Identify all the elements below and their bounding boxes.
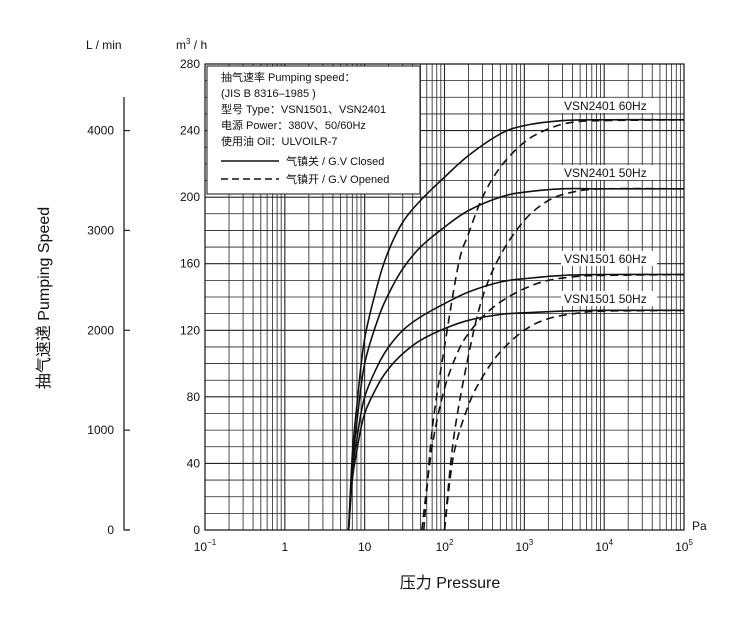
y-tick-label: 0 (193, 523, 200, 537)
series-line-vsn2401-60hz-gv-opened (423, 119, 685, 531)
y-axis-unit: m3 / h (176, 37, 207, 52)
y-tick-label: 40 (187, 456, 201, 470)
x-tick-label: 102 (436, 538, 454, 554)
curve-label-vsn1501-50hz: VSN1501 50Hz (564, 292, 647, 306)
secondary-y-tick-label: 1000 (87, 423, 114, 437)
y-tick-label: 80 (187, 390, 201, 404)
x-tick-label: 105 (675, 538, 693, 554)
series-line-vsn2401-50hz-gv-opened (443, 187, 685, 531)
secondary-y-tick-label: 3000 (87, 223, 114, 237)
x-tick-label: 1 (281, 540, 288, 554)
x-tick-label: 104 (595, 538, 613, 554)
series (347, 118, 685, 531)
series-line-vsn1501-60hz-gv-opened (421, 273, 685, 531)
curve-label-vsn2401-60hz: VSN2401 60Hz (564, 99, 647, 113)
series-line-vsn1501-50hz-gv-opened (443, 309, 685, 531)
y-tick-label: 280 (180, 57, 200, 71)
legend-opened-label: 气镇开 / G.V Opened (286, 172, 389, 186)
x-tick-label: 10−1 (194, 538, 217, 554)
secondary-y-tick-label: 0 (107, 523, 114, 537)
legend-line-2: (JIS B 8316–1985 ) (221, 88, 316, 100)
legend: 抽气速率 Pumping speed： (JIS B 8316–1985 ) 型… (206, 65, 421, 195)
y-tick-label: 200 (180, 190, 200, 204)
legend-closed-label: 气镇关 / G.V Closed (286, 154, 384, 168)
curve-label-vsn1501-60hz: VSN1501 60Hz (564, 252, 647, 266)
series-line-vsn1501-50hz-gv-closed (347, 309, 685, 531)
y-axis-label: 抽气速递 Pumping Speed (35, 207, 53, 389)
x-axis-label: 压力 Pressure (400, 574, 501, 592)
legend-background (206, 65, 421, 195)
secondary-y-tick-label: 2000 (87, 323, 114, 337)
legend-line-1: 抽气速率 Pumping speed： (221, 70, 356, 84)
y-tick-label: 160 (180, 257, 200, 271)
secondary-y-axis-unit: L / min (86, 38, 122, 52)
y-tick-label: 240 (180, 124, 200, 138)
curve-labels: VSN2401 60Hz VSN2401 50Hz VSN1501 60Hz V… (561, 98, 657, 306)
x-axis-unit: Pa (692, 519, 707, 533)
curve-label-vsn2401-50hz: VSN2401 50Hz (564, 166, 647, 180)
legend-line-5: 使用油 Oil：ULVOILR-7 (221, 134, 338, 148)
x-axis-ticks: 10−1 1 10 102 103 104 105 (194, 538, 694, 554)
secondary-y-tick-label: 4000 (87, 124, 114, 138)
x-tick-label: 10 (358, 540, 372, 554)
series-line-vsn2401-50hz-gv-closed (347, 187, 684, 531)
y-axis-ticks: 0 40 80 120 160 200 240 280 (180, 57, 200, 537)
secondary-y-axis: 0 1000 2000 3000 4000 (87, 97, 130, 537)
series-line-vsn2401-60hz-gv-closed (347, 118, 685, 531)
legend-line-3: 型号 Type：VSN1501、VSN2401 (221, 102, 386, 116)
legend-line-4: 电源 Power：380V、50/60Hz (221, 118, 366, 132)
x-tick-label: 103 (515, 538, 533, 554)
y-tick-label: 120 (180, 323, 200, 337)
series-line-vsn1501-60hz-gv-closed (347, 273, 685, 531)
